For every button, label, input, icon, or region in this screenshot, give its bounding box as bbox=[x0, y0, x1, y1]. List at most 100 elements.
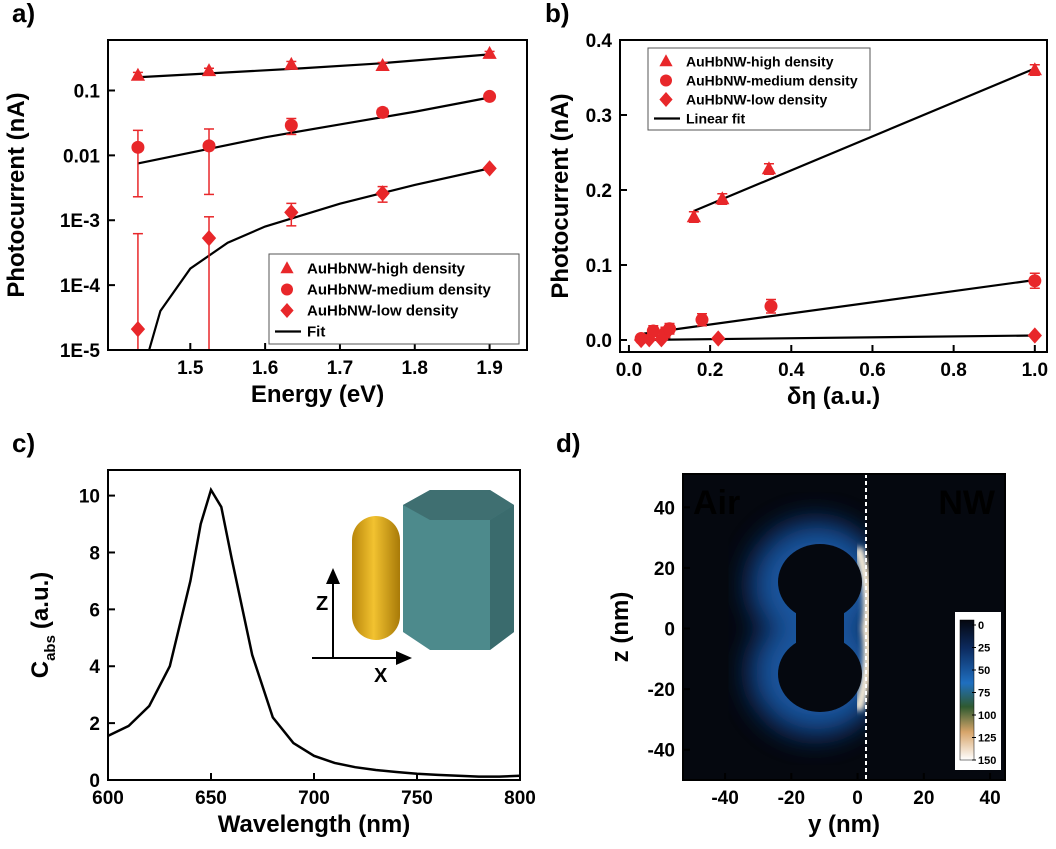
x-tick-label: 0.2 bbox=[697, 360, 723, 381]
annotation: NW bbox=[938, 484, 996, 522]
y-tick-label: 0.1 bbox=[74, 81, 101, 102]
y-axis-title: z (nm) bbox=[607, 592, 634, 663]
marker bbox=[663, 322, 677, 336]
inset-model: Z X bbox=[312, 490, 514, 687]
fit-line bbox=[148, 167, 490, 350]
y-tick-label: 0 bbox=[89, 771, 100, 792]
x-tick-label: 0.4 bbox=[778, 360, 805, 381]
legend-box bbox=[647, 47, 871, 131]
panel bbox=[633, 62, 1042, 349]
y-axis-title-main: z (nm) bbox=[607, 592, 634, 663]
x-tick-label: 1.8 bbox=[402, 358, 428, 379]
marker bbox=[764, 299, 778, 313]
marker bbox=[375, 185, 390, 202]
x-tick-label: 1.5 bbox=[177, 358, 204, 379]
panel bbox=[130, 45, 497, 350]
colorbar-tick-label: 150 bbox=[978, 755, 996, 767]
marker bbox=[633, 331, 649, 349]
fit-line bbox=[137, 53, 490, 79]
y-tick-label: 40 bbox=[654, 498, 675, 519]
x-axis-title: δη (a.u.) bbox=[787, 383, 880, 410]
legend-label: Fit bbox=[307, 324, 325, 341]
legend-label: AuHbNW-medium density bbox=[307, 282, 492, 299]
y-tick-label: 8 bbox=[89, 543, 100, 564]
marker bbox=[711, 330, 726, 347]
colorbar-tick-label: 0 bbox=[978, 620, 984, 632]
marker bbox=[281, 283, 293, 296]
plot-frame bbox=[682, 473, 1006, 781]
plot-frame bbox=[107, 469, 521, 781]
fit-line bbox=[137, 96, 490, 165]
marker bbox=[686, 209, 702, 223]
x-tick-label: 650 bbox=[195, 788, 227, 809]
y-tick-label: 1E-4 bbox=[60, 276, 101, 297]
y-tick-label: 1E-5 bbox=[60, 341, 101, 362]
legend-label: AuHbNW-high density bbox=[307, 261, 466, 278]
marker bbox=[482, 160, 497, 177]
y-tick-label: 20 bbox=[654, 559, 675, 580]
marker bbox=[659, 54, 673, 67]
x-axis-title: Energy (eV) bbox=[251, 381, 384, 408]
y-axis-title: Photocurrent (nA) bbox=[547, 93, 574, 298]
x-tick-label: -20 bbox=[778, 788, 805, 809]
x-tick-label: -40 bbox=[711, 788, 738, 809]
legend-label: AuHbNW-low density bbox=[307, 303, 459, 320]
x-axis-title: y (nm) bbox=[808, 811, 880, 838]
y-axis-title-main: Photocurrent (nA) bbox=[3, 92, 30, 297]
marker bbox=[202, 139, 216, 153]
y-tick-label: 2 bbox=[89, 714, 100, 735]
marker bbox=[483, 89, 497, 103]
marker bbox=[201, 63, 217, 77]
y-axis-title-sub: abs bbox=[42, 635, 59, 661]
legend-box bbox=[268, 253, 520, 345]
legend-label: AuHbNW-medium density bbox=[686, 73, 858, 89]
x-tick-label: 40 bbox=[980, 788, 1001, 809]
marker bbox=[284, 118, 298, 132]
annotation: Air bbox=[693, 484, 740, 522]
x-tick-label: 750 bbox=[401, 788, 433, 809]
marker bbox=[1028, 274, 1042, 288]
x-tick-label: 1.6 bbox=[252, 358, 278, 379]
marker bbox=[695, 313, 709, 327]
y-tick-label: 6 bbox=[89, 600, 100, 621]
marker bbox=[376, 105, 390, 119]
x-tick-label: 0.8 bbox=[940, 360, 966, 381]
marker bbox=[715, 191, 730, 205]
legend-label: AuHbNW-high density bbox=[686, 54, 834, 70]
line bbox=[107, 486, 521, 778]
y-tick-label: 0.01 bbox=[63, 146, 100, 167]
y-tick-label: 4 bbox=[89, 657, 100, 678]
y-axis-title-main: C bbox=[27, 661, 54, 678]
inset-axis-label: X bbox=[374, 665, 388, 687]
colorbar-tick-label: 100 bbox=[978, 710, 996, 722]
panel-label: b) bbox=[545, 0, 570, 28]
legend-label: AuHbNW-low density bbox=[686, 92, 827, 108]
x-tick-label: 0 bbox=[852, 788, 863, 809]
x-tick-label: 600 bbox=[92, 788, 124, 809]
y-tick-label: 0.4 bbox=[586, 31, 613, 52]
field-map bbox=[683, 474, 1005, 780]
y-tick-label: 0.2 bbox=[586, 181, 612, 202]
fit-line bbox=[693, 67, 1036, 213]
plot-frame bbox=[619, 39, 1048, 353]
x-tick-label: 1.9 bbox=[476, 358, 502, 379]
marker bbox=[1027, 62, 1042, 76]
y-axis-title-main: Photocurrent (nA) bbox=[547, 93, 574, 298]
x-tick-label: 800 bbox=[504, 788, 536, 809]
marker bbox=[660, 74, 672, 87]
marker bbox=[659, 92, 673, 107]
y-tick-label: 0 bbox=[664, 620, 675, 641]
y-tick-label: 0.0 bbox=[586, 331, 612, 352]
y-axis-title: Photocurrent (nA) bbox=[3, 92, 30, 297]
y-tick-label: 0.1 bbox=[586, 256, 613, 277]
colorbar-tick-label: 50 bbox=[978, 665, 990, 677]
marker bbox=[201, 230, 217, 247]
marker bbox=[482, 45, 497, 59]
y-tick-label: -20 bbox=[648, 680, 675, 701]
marker bbox=[642, 331, 657, 348]
marker bbox=[375, 58, 390, 72]
x-tick-label: 700 bbox=[298, 788, 330, 809]
panel-label: d) bbox=[556, 428, 581, 458]
x-tick-label: 0.0 bbox=[616, 360, 642, 381]
